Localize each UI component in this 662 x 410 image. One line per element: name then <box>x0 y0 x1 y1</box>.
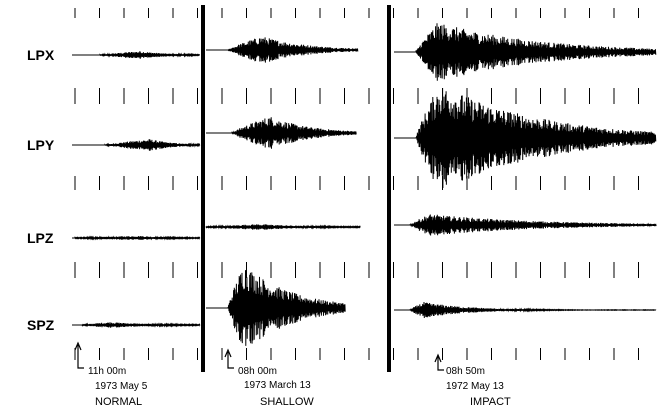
date: 1973 May 5 <box>95 381 148 392</box>
channel-label: LPZ <box>27 230 54 246</box>
arrow <box>434 353 444 371</box>
channel-label: LPY <box>27 137 55 153</box>
waveform <box>205 224 361 230</box>
waveform <box>394 23 657 81</box>
waveform <box>394 214 657 236</box>
date: 1972 May 13 <box>446 381 504 392</box>
date: 1973 March 13 <box>244 380 311 391</box>
start-time: 08h 00m <box>238 366 277 377</box>
arrow <box>74 341 84 369</box>
waveform <box>394 301 657 319</box>
waveform <box>206 117 357 149</box>
waveform <box>206 37 359 63</box>
event-type: IMPACT <box>470 396 511 408</box>
channel-label: LPX <box>27 47 55 63</box>
waveform <box>394 87 657 189</box>
arrow <box>224 348 234 369</box>
waveform <box>72 235 201 241</box>
start-time: 08h 50m <box>446 366 485 377</box>
start-time: 11h 00m <box>88 366 126 377</box>
waveform <box>72 51 201 59</box>
channel-label: SPZ <box>27 317 55 333</box>
time-markers <box>74 341 444 371</box>
waveform <box>72 322 201 328</box>
waveform <box>206 270 346 346</box>
event-type: SHALLOW <box>260 396 314 408</box>
waveform <box>72 139 201 151</box>
event-type: NORMAL <box>95 396 142 408</box>
